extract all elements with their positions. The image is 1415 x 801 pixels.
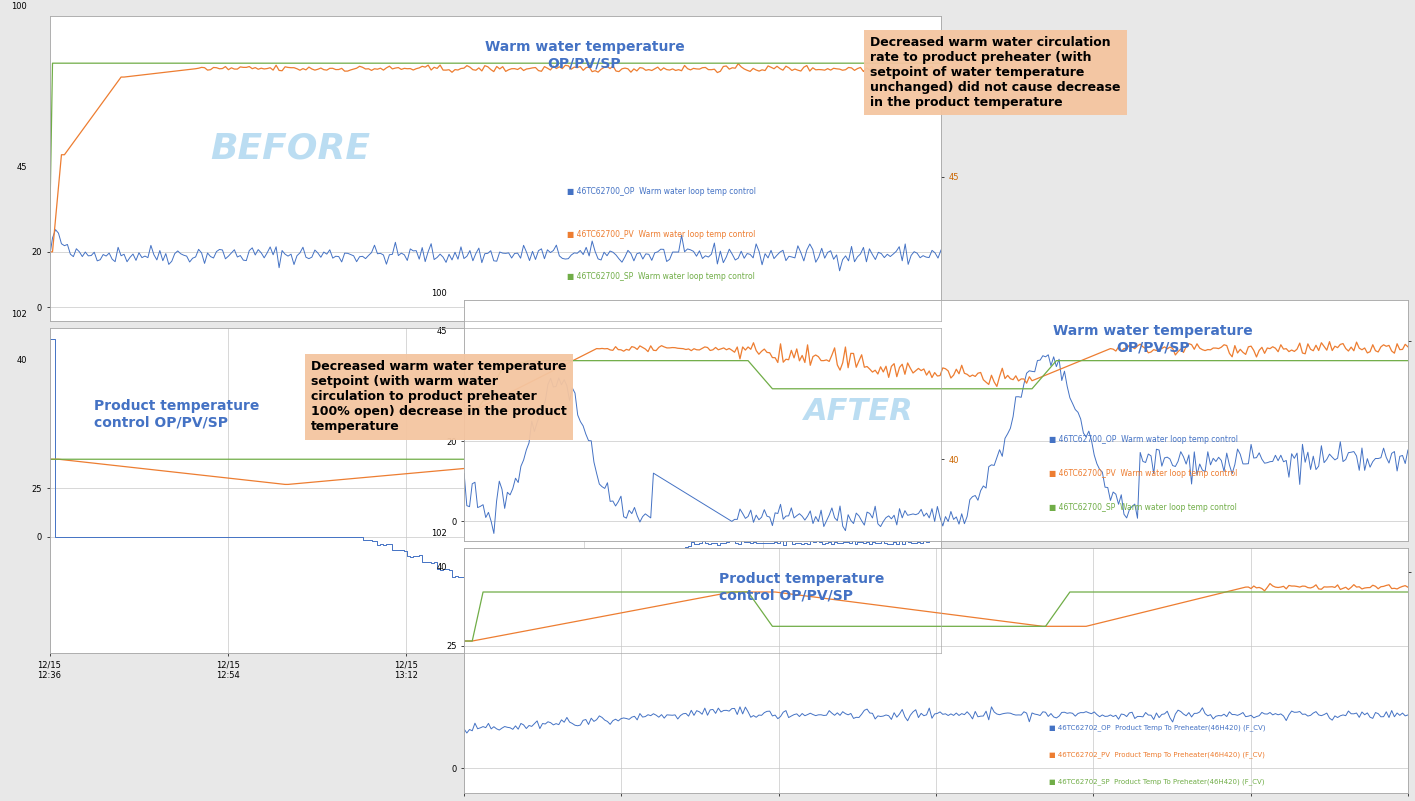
Text: Warm water temperature
OP/PV/SP: Warm water temperature OP/PV/SP xyxy=(484,40,685,70)
Text: ■ 46TC62702_SP  Product Temp To Preheater(46H420) (F_CV): ■ 46TC62702_SP Product Temp To Preheater… xyxy=(522,634,737,640)
Text: ■ 46TC62700_OP  Warm water loop temp control: ■ 46TC62700_OP Warm water loop temp cont… xyxy=(1050,436,1238,445)
Text: AFTER: AFTER xyxy=(804,396,914,426)
Text: ■ 46TC62700_PV  Warm water loop temp control: ■ 46TC62700_PV Warm water loop temp cont… xyxy=(1050,469,1238,478)
Text: ■ 46TC62700_PV  Warm water loop temp control: ■ 46TC62700_PV Warm water loop temp cont… xyxy=(566,230,756,239)
Text: 100: 100 xyxy=(11,2,27,11)
Text: Warm water temperature
OP/PV/SP: Warm water temperature OP/PV/SP xyxy=(1053,324,1252,355)
Text: 40: 40 xyxy=(17,356,27,364)
Text: 45: 45 xyxy=(437,328,447,336)
Text: Product temperature
control OP/PV/SP: Product temperature control OP/PV/SP xyxy=(93,399,259,429)
Text: ■ 46TC62702_SP  Product Temp To Preheater(46H420) (F_CV): ■ 46TC62702_SP Product Temp To Preheater… xyxy=(1050,779,1265,785)
Text: 40: 40 xyxy=(437,563,447,572)
Text: 102: 102 xyxy=(11,310,27,319)
Text: Decreased warm water temperature
setpoint (with warm water
circulation to produc: Decreased warm water temperature setpoin… xyxy=(311,360,567,433)
Text: 100: 100 xyxy=(432,288,447,298)
Text: ■ 46TC62702_OP  Product Temp To Preheater(46H420) (F_CV): ■ 46TC62702_OP Product Temp To Preheater… xyxy=(1050,724,1266,731)
Text: Decreased warm water circulation
rate to product preheater (with
setpoint of wat: Decreased warm water circulation rate to… xyxy=(870,36,1121,109)
Text: BEFORE: BEFORE xyxy=(209,132,369,166)
Text: Product temperature
control OP/PV/SP: Product temperature control OP/PV/SP xyxy=(719,573,884,602)
Text: ■ 46TC62700_SP  Warm water loop temp control: ■ 46TC62700_SP Warm water loop temp cont… xyxy=(566,272,754,281)
Text: 45: 45 xyxy=(17,163,27,171)
Text: ■ 46TC62702_OP  Product Temp To Preheater(46H420) (F_CV): ■ 46TC62702_OP Product Temp To Preheater… xyxy=(522,555,739,562)
Text: ■ 46TC62702_PV  Product Temp To Preheater(46H420) (F_CV): ■ 46TC62702_PV Product Temp To Preheater… xyxy=(1050,751,1265,758)
Text: ■ 46TC62700_SP  Warm water loop temp control: ■ 46TC62700_SP Warm water loop temp cont… xyxy=(1050,503,1237,512)
Text: ■ 46TC62700_OP  Warm water loop temp control: ■ 46TC62700_OP Warm water loop temp cont… xyxy=(566,187,756,196)
Text: ■ 46TC62702_PV  Product Temp To Preheater(46H420) (F_CV): ■ 46TC62702_PV Product Temp To Preheater… xyxy=(522,594,737,601)
Text: 102: 102 xyxy=(432,529,447,537)
